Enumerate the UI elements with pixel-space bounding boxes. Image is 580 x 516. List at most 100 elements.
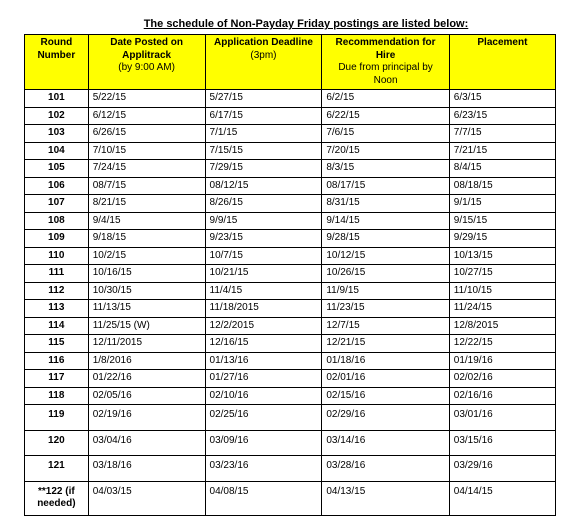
placement-cell: 02/16/16 (449, 387, 555, 405)
placement-cell: 9/15/15 (449, 212, 555, 230)
date-posted-cell: 8/21/15 (88, 195, 205, 213)
date-posted-cell: 11/13/15 (88, 300, 205, 318)
header-row: Round Number Date Posted on Applitrack (… (25, 35, 556, 90)
placement-cell: 7/21/15 (449, 142, 555, 160)
date-posted-cell: 10/30/15 (88, 282, 205, 300)
placement-cell: 9/29/15 (449, 230, 555, 248)
deadline-cell: 11/4/15 (205, 282, 322, 300)
round-number-cell: 107 (25, 195, 89, 213)
recommendation-cell: 8/3/15 (322, 160, 449, 178)
col-recommendation: Recommendation for Hire Due from princip… (322, 35, 449, 90)
placement-cell: 7/7/15 (449, 125, 555, 143)
placement-cell: 01/19/16 (449, 352, 555, 370)
round-number-cell: 106 (25, 177, 89, 195)
round-number-cell: 113 (25, 300, 89, 318)
round-number-cell: 119 (25, 405, 89, 431)
recommendation-cell: 01/18/16 (322, 352, 449, 370)
header-sub: Due from principal by Noon (326, 62, 444, 87)
deadline-cell: 02/10/16 (205, 387, 322, 405)
deadline-cell: 10/7/15 (205, 247, 322, 265)
round-number-cell: 120 (25, 430, 89, 456)
table-row: 11512/11/201512/16/1512/21/1512/22/15 (25, 335, 556, 353)
placement-cell: 02/02/16 (449, 370, 555, 388)
deadline-cell: 04/08/15 (205, 481, 322, 515)
placement-cell: 12/8/2015 (449, 317, 555, 335)
round-number-cell: 117 (25, 370, 89, 388)
recommendation-cell: 03/14/16 (322, 430, 449, 456)
table-row: 11902/19/1602/25/1602/29/1603/01/16 (25, 405, 556, 431)
recommendation-cell: 11/9/15 (322, 282, 449, 300)
round-number-cell: 112 (25, 282, 89, 300)
table-row: **122 (if needed)04/03/1504/08/1504/13/1… (25, 481, 556, 515)
recommendation-cell: 7/6/15 (322, 125, 449, 143)
date-posted-cell: 6/12/15 (88, 107, 205, 125)
recommendation-cell: 8/31/15 (322, 195, 449, 213)
deadline-cell: 12/16/15 (205, 335, 322, 353)
placement-cell: 9/1/15 (449, 195, 555, 213)
date-posted-cell: 9/4/15 (88, 212, 205, 230)
table-row: 1161/8/201601/13/1601/18/1601/19/16 (25, 352, 556, 370)
round-number-cell: 111 (25, 265, 89, 283)
table-row: 1036/26/157/1/157/6/157/7/15 (25, 125, 556, 143)
recommendation-cell: 12/7/15 (322, 317, 449, 335)
recommendation-cell: 12/21/15 (322, 335, 449, 353)
round-number-cell: 116 (25, 352, 89, 370)
header-main: Recommendation for Hire (336, 37, 436, 61)
placement-cell: 04/14/15 (449, 481, 555, 515)
placement-cell: 08/18/15 (449, 177, 555, 195)
placement-cell: 6/3/15 (449, 90, 555, 108)
date-posted-cell: 10/16/15 (88, 265, 205, 283)
table-row: 11010/2/1510/7/1510/12/1510/13/15 (25, 247, 556, 265)
date-posted-cell: 03/18/16 (88, 456, 205, 482)
col-round-number: Round Number (25, 35, 89, 90)
header-sub: (by 9:00 AM) (93, 62, 201, 75)
placement-cell: 12/22/15 (449, 335, 555, 353)
deadline-cell: 7/29/15 (205, 160, 322, 178)
placement-cell: 6/23/15 (449, 107, 555, 125)
table-row: 11210/30/1511/4/1511/9/1511/10/15 (25, 282, 556, 300)
deadline-cell: 03/23/16 (205, 456, 322, 482)
deadline-cell: 02/25/16 (205, 405, 322, 431)
header-main: Round Number (37, 37, 75, 61)
recommendation-cell: 02/01/16 (322, 370, 449, 388)
round-number-cell: 104 (25, 142, 89, 160)
date-posted-cell: 1/8/2016 (88, 352, 205, 370)
placement-cell: 11/24/15 (449, 300, 555, 318)
date-posted-cell: 02/19/16 (88, 405, 205, 431)
table-row: 10608/7/1508/12/1508/17/1508/18/15 (25, 177, 556, 195)
recommendation-cell: 9/14/15 (322, 212, 449, 230)
table-row: 11110/16/1510/21/1510/26/1510/27/15 (25, 265, 556, 283)
date-posted-cell: 01/22/16 (88, 370, 205, 388)
date-posted-cell: 10/2/15 (88, 247, 205, 265)
deadline-cell: 03/09/16 (205, 430, 322, 456)
deadline-cell: 8/26/15 (205, 195, 322, 213)
header-sub: (3pm) (250, 50, 276, 61)
col-application-deadline: Application Deadline (3pm) (205, 35, 322, 90)
recommendation-cell: 08/17/15 (322, 177, 449, 195)
recommendation-cell: 6/2/15 (322, 90, 449, 108)
round-number-cell: 108 (25, 212, 89, 230)
col-date-posted: Date Posted on Applitrack (by 9:00 AM) (88, 35, 205, 90)
recommendation-cell: 6/22/15 (322, 107, 449, 125)
deadline-cell: 6/17/15 (205, 107, 322, 125)
table-row: 1026/12/156/17/156/22/156/23/15 (25, 107, 556, 125)
recommendation-cell: 02/29/16 (322, 405, 449, 431)
round-number-cell: 114 (25, 317, 89, 335)
table-row: 1057/24/157/29/158/3/158/4/15 (25, 160, 556, 178)
recommendation-cell: 10/12/15 (322, 247, 449, 265)
round-number-cell: **122 (if needed) (25, 481, 89, 515)
recommendation-cell: 02/15/16 (322, 387, 449, 405)
table-row: 11802/05/1602/10/1602/15/1602/16/16 (25, 387, 556, 405)
date-posted-cell: 08/7/15 (88, 177, 205, 195)
deadline-cell: 7/15/15 (205, 142, 322, 160)
deadline-cell: 9/23/15 (205, 230, 322, 248)
table-row: 1078/21/158/26/158/31/159/1/15 (25, 195, 556, 213)
date-posted-cell: 5/22/15 (88, 90, 205, 108)
table-row: 1047/10/157/15/157/20/157/21/15 (25, 142, 556, 160)
date-posted-cell: 7/10/15 (88, 142, 205, 160)
date-posted-cell: 04/03/15 (88, 481, 205, 515)
deadline-cell: 01/27/16 (205, 370, 322, 388)
date-posted-cell: 02/05/16 (88, 387, 205, 405)
table-row: 1089/4/159/9/159/14/159/15/15 (25, 212, 556, 230)
table-row: 1015/22/155/27/156/2/156/3/15 (25, 90, 556, 108)
